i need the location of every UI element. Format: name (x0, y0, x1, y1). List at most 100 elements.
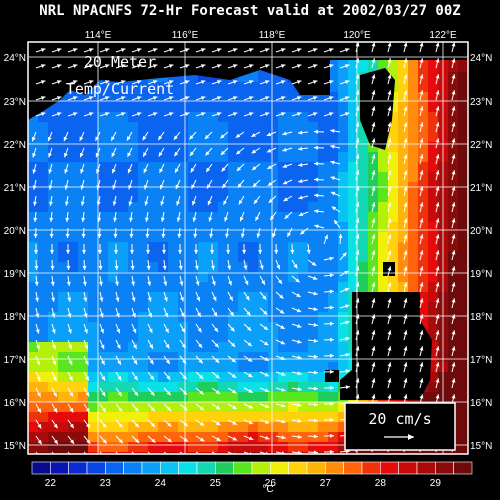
field-cell (28, 302, 38, 312)
field-cell (458, 202, 468, 212)
field-cell (138, 362, 148, 372)
current-vector-head (238, 200, 243, 205)
current-vector (195, 451, 201, 454)
current-vector-head (177, 233, 182, 238)
field-cell (48, 122, 58, 132)
field-cell (48, 302, 58, 312)
field-cell (358, 232, 368, 242)
field-cell (48, 172, 58, 182)
field-cell (338, 242, 348, 252)
field-cell (308, 362, 318, 372)
field-cell (258, 232, 268, 242)
current-vector (131, 451, 135, 454)
field-cell (368, 62, 378, 72)
current-vector-head (451, 330, 456, 335)
field-cell (368, 272, 378, 282)
field-cell (298, 442, 308, 452)
current-vector-head (117, 375, 122, 381)
field-cell (78, 432, 88, 442)
field-cell (268, 322, 278, 332)
field-cell (388, 252, 398, 262)
field-cell (378, 272, 388, 282)
field-cell (308, 232, 318, 242)
field-cell (258, 212, 268, 222)
field-cell (258, 302, 268, 312)
current-vector-head (355, 218, 360, 223)
field-cell (288, 382, 298, 392)
colorbar-tick-label: 24 (155, 478, 167, 489)
land-mask (28, 42, 468, 400)
field-cell (38, 142, 48, 152)
current-vector-head (435, 266, 440, 271)
field-cell (188, 412, 198, 422)
field-cell (328, 222, 338, 232)
field-cell (398, 162, 408, 172)
field-cell (358, 202, 368, 212)
current-vector-head (334, 219, 339, 225)
field-cell (458, 332, 468, 342)
field-cell (118, 82, 128, 92)
current-vector-head (86, 455, 90, 459)
field-cell (458, 282, 468, 292)
field-cell (148, 402, 158, 412)
field-cell (288, 412, 298, 422)
field-cell (28, 402, 38, 412)
field-cell (98, 412, 108, 422)
current-vector-head (133, 360, 138, 365)
field-cell (308, 112, 318, 122)
field-cell (338, 362, 348, 372)
current-vector-head (312, 276, 318, 280)
field-cell (308, 92, 318, 102)
current-vector-head (185, 48, 190, 52)
field-cell (88, 132, 98, 142)
field-cell (258, 252, 268, 262)
china-coast-land (28, 42, 468, 120)
field-cell (458, 162, 468, 172)
current-vector-head (331, 206, 337, 211)
field-cell (208, 172, 218, 182)
current-vector-head (387, 202, 392, 207)
field-cell (128, 332, 138, 342)
field-cell (58, 302, 68, 312)
field-cell (218, 292, 228, 302)
field-cell (98, 242, 108, 252)
current-vector-head (51, 329, 56, 334)
current-vector-head (403, 234, 408, 239)
field-cell (238, 362, 248, 372)
field-cell (58, 102, 68, 112)
field-cell (398, 72, 408, 82)
field-cell (258, 82, 268, 92)
field-cell (298, 222, 308, 232)
field-cell (168, 72, 178, 82)
current-vector-head (41, 80, 46, 84)
current-vector-head (143, 152, 147, 157)
field-cell (68, 322, 78, 332)
current-vector-head (217, 80, 222, 84)
current-vector-head (214, 327, 219, 332)
field-cell (278, 232, 288, 242)
field-cell (338, 442, 348, 452)
field-cell (28, 192, 38, 202)
field-cell (108, 212, 118, 222)
current-vector-head (102, 423, 107, 428)
field-cell (338, 412, 348, 422)
field-cell (208, 92, 218, 102)
field-cell (78, 352, 88, 362)
current-vector-head (297, 64, 302, 68)
field-cell (448, 382, 458, 392)
field-cell (258, 332, 268, 342)
current-vector-head (247, 326, 252, 331)
field-cell (178, 162, 188, 172)
field-cell (418, 92, 428, 102)
field-cell (308, 222, 318, 232)
current-vector-head (403, 58, 408, 63)
field-cell (268, 132, 278, 142)
field-cell (138, 102, 148, 112)
field-cell (68, 272, 78, 282)
current-vector-head (263, 325, 269, 330)
current-vector-head (240, 233, 245, 238)
lat-tick-label-left: 24°N (4, 53, 26, 64)
field-cell (318, 202, 328, 212)
field-cell (248, 402, 258, 412)
field-cell (228, 382, 238, 392)
